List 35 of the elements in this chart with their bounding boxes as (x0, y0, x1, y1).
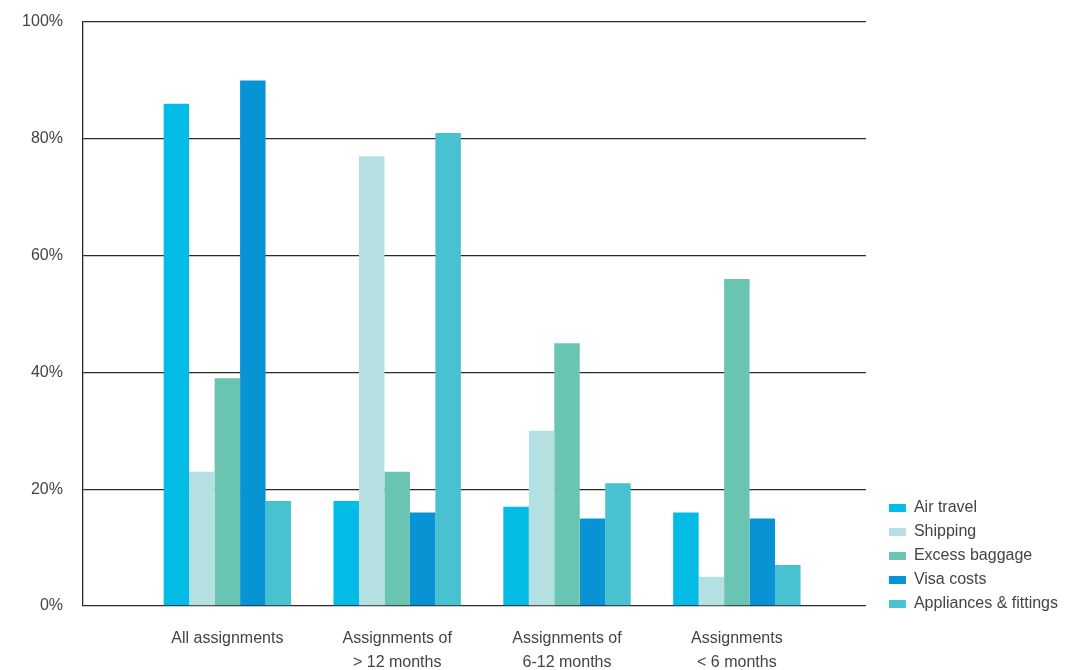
y-tick-label: 100% (22, 12, 63, 30)
bar (358, 156, 385, 606)
bar (214, 378, 241, 606)
x-tick-label: Assignments of 6-12 months (512, 629, 623, 670)
bar (605, 483, 631, 606)
bar (775, 565, 801, 606)
x-tick-label: All assignments (171, 629, 284, 647)
bar (409, 512, 436, 606)
bar (333, 500, 359, 606)
legend-label: Appliances & fittings (913, 594, 1058, 612)
legend-label: Visa costs (913, 570, 987, 588)
bar (503, 506, 529, 606)
y-tick-label: 60% (30, 246, 63, 264)
bar (749, 518, 776, 606)
bar (724, 278, 750, 606)
bar (384, 471, 410, 606)
legend-label: Shipping (913, 522, 977, 540)
bar (163, 103, 190, 606)
y-tick-label: 20% (30, 479, 63, 497)
bar (673, 512, 699, 606)
bar (528, 430, 555, 606)
x-tick-label: Assignments of > 12 months (342, 629, 453, 670)
bar (240, 80, 266, 606)
bar (435, 132, 461, 606)
y-tick-label: 0% (39, 596, 63, 614)
bar (698, 576, 725, 606)
bar (554, 343, 580, 606)
legend-label: Air travel (913, 498, 978, 516)
y-tick-label: 40% (30, 362, 63, 380)
bar (579, 518, 606, 606)
bar (189, 471, 215, 606)
x-tick-label: Assignments < 6 months (691, 629, 783, 670)
bar (265, 500, 292, 606)
y-tick-label: 80% (30, 129, 63, 147)
legend-label: Excess baggage (913, 546, 1033, 564)
